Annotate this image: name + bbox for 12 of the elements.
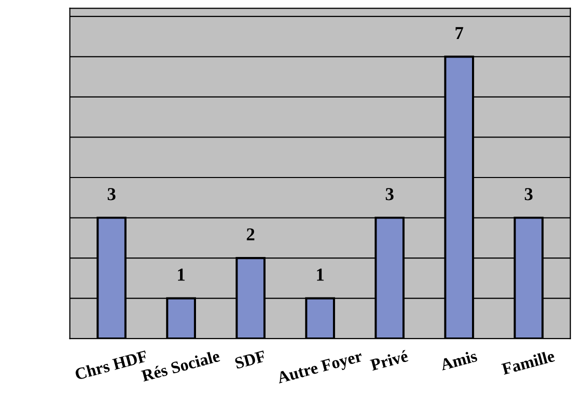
x-tick-label: Amis: [439, 350, 478, 371]
data-label: 3: [524, 188, 533, 200]
data-label: 3: [386, 188, 394, 200]
data-label: 1: [317, 268, 324, 281]
x-tick-label: Famille: [501, 350, 556, 375]
data-label: 7: [456, 27, 464, 39]
data-label: 2: [246, 228, 254, 240]
data-label: 3: [108, 188, 116, 200]
data-label: 1: [178, 268, 185, 281]
x-tick-label: Privé: [370, 350, 409, 371]
x-tick-label: SDF: [234, 350, 266, 369]
x-tick-label: Autre Foyer: [276, 350, 364, 387]
